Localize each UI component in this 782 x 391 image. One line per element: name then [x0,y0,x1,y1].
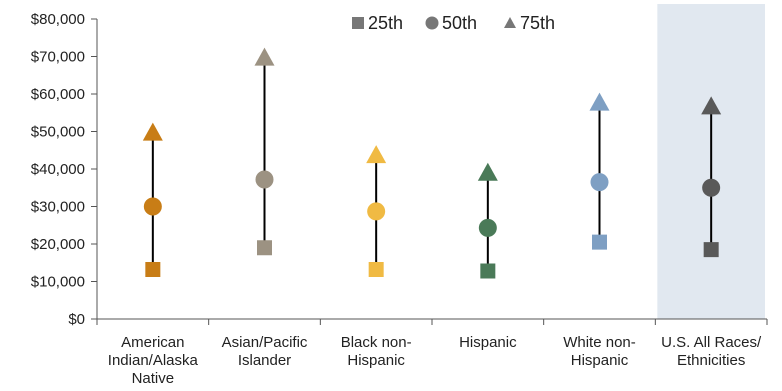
marker-75th-hispanic [477,162,498,181]
x-axis-ticks [96,319,768,325]
category-label-black-non-hispanic: Black non-Hispanic [341,334,412,369]
marker-50th-american-indian-alaska-native [143,197,162,216]
y-tick-label: $60,000 [31,86,85,103]
category-label-asian-pacific-islander: Asian/Pacific Islander [222,334,308,369]
category-label-hispanic: Hispanic [459,334,517,351]
legend-square-icon [352,17,364,29]
category-label-american-indian-alaska-native: American Indian/Alaska Native [108,334,199,387]
marker-25th-black-non-hispanic [368,262,384,277]
marker-25th-asian-pacific-islander [257,240,272,256]
marker-25th-u-s-all-races-ethnicities [703,242,719,258]
legend-circle-icon [425,16,439,30]
y-tick-label: $80,000 [31,11,85,28]
legend-item-25th: 25th [352,13,403,33]
legend-triangle-icon [504,17,516,28]
category-labels: American Indian/Alaska Native Asian/Pacific… [108,334,762,387]
legend-label: 25th [368,13,403,33]
y-tick-label: $50,000 [31,124,85,141]
marker-50th-asian-pacific-islander [255,170,274,189]
marker-50th-black-non-hispanic [367,202,386,221]
legend-label: 75th [520,13,555,33]
range-lines [151,58,713,271]
marker-75th-american-indian-alaska-native [142,122,163,141]
legend-item-50th: 50th [425,13,477,33]
y-tick-label: $40,000 [31,161,85,178]
y-axis-ticks: $0 $10,000 $20,000 $30,000 $40,000 $50,000 $60… [31,11,97,328]
marker-75th-asian-pacific-islander [254,47,275,66]
y-tick-label: $10,000 [31,274,85,291]
data-markers [142,47,722,279]
marker-75th-white-non-hispanic [589,92,610,111]
marker-25th-hispanic [480,263,496,279]
legend-item-75th: 75th [504,13,555,33]
legend: 25th 50th 75th [352,13,555,33]
y-tick-label: $0 [68,311,85,328]
marker-50th-hispanic [478,218,497,237]
marker-25th-white-non-hispanic [592,234,607,250]
marker-75th-u-s-all-races-ethnicities [701,96,722,115]
y-tick-label: $30,000 [31,199,85,216]
marker-50th-u-s-all-races-ethnicities [702,178,721,197]
y-tick-label: $20,000 [31,236,85,253]
category-label-u-s-all-races-ethnicities: U.S. All Races/Ethnicities [661,334,762,369]
marker-25th-american-indian-alaska-native [145,262,161,277]
legend-label: 50th [442,13,477,33]
category-label-white-non-hispanic: White non-Hispanic [563,334,636,369]
marker-75th-black-non-hispanic [366,145,387,164]
y-tick-label: $70,000 [31,49,85,66]
marker-50th-white-non-hispanic [590,173,609,192]
